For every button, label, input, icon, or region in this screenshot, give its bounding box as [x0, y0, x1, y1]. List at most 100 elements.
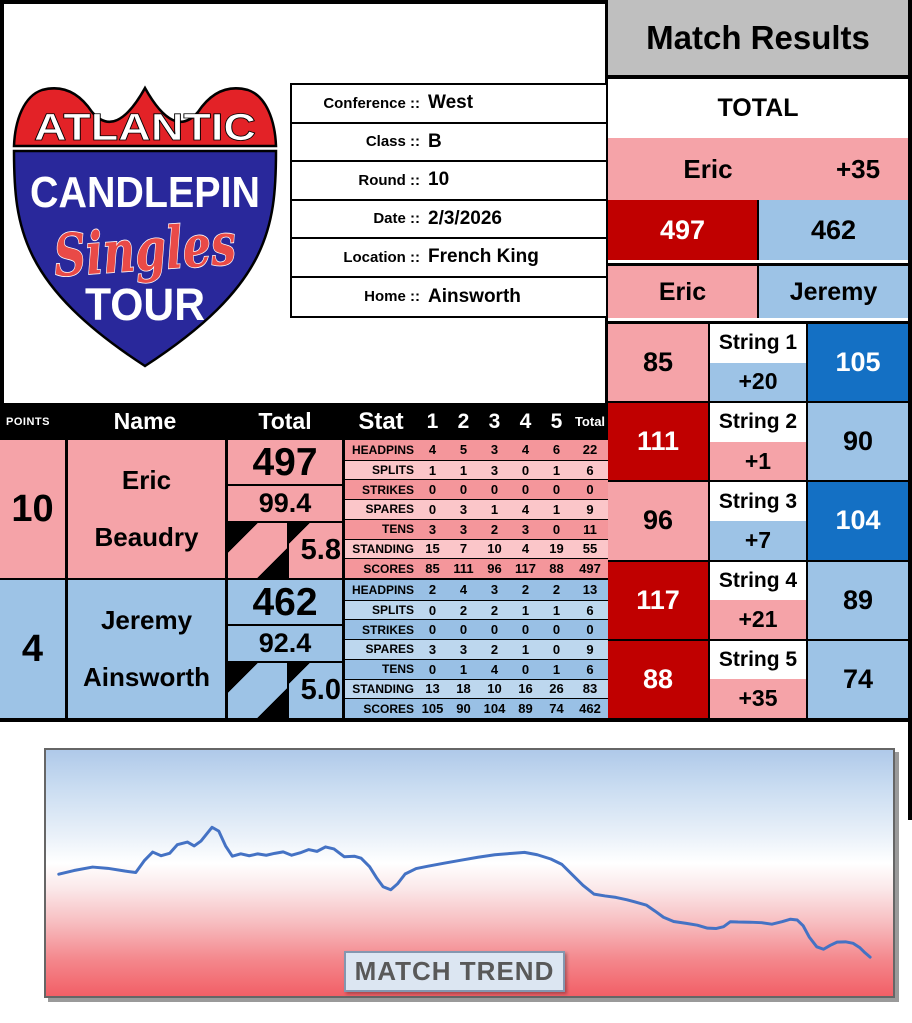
stat-value-g1: 4 — [428, 442, 437, 458]
stat-value-g3: 2 — [490, 641, 499, 657]
player2-block: 4 Jeremy Ainsworth 462 92.4 5.0 HEADPINS… — [0, 580, 608, 718]
stat-value-total: 0 — [586, 482, 594, 498]
stat-value-g5: 2 — [552, 582, 561, 598]
player2-average: 92.4 — [228, 626, 342, 663]
stat-value-g4: 0 — [521, 661, 530, 677]
string2-p2-score: 90 — [808, 403, 908, 481]
logo-atlantic-text: ATLANTIC — [34, 107, 256, 149]
stat-value-g3: 2 — [490, 602, 499, 618]
stat-label: TENS — [381, 522, 414, 537]
string4-p2-score: 89 — [808, 561, 908, 639]
player2-points: 4 — [21, 627, 44, 670]
trend-line-plot — [57, 825, 872, 959]
stat-value-total: 9 — [586, 641, 594, 657]
player1-series-total: 497 — [228, 440, 342, 486]
name-header: Name — [113, 408, 177, 434]
string3-p1-score: 96 — [608, 482, 708, 560]
stat-value-g5: 1 — [552, 661, 561, 677]
game2-header: 2 — [457, 409, 470, 433]
match-info-table: Conference :: West Class :: B Round :: 1… — [290, 83, 608, 318]
border-left — [0, 0, 4, 722]
stat-value-g1: 85 — [425, 561, 440, 577]
string2-label-cell: String 2 +1 — [710, 403, 806, 481]
string4-diff: +21 — [710, 600, 806, 639]
player-block-divider — [0, 578, 608, 580]
stat-row: HEADPINS 4 5 3 4 6 22 — [345, 440, 608, 460]
string3-diff: +7 — [710, 521, 806, 560]
string4-p1-score: 117 — [608, 561, 708, 639]
stat-label: HEADPINS — [351, 582, 414, 597]
stat-value-g2: 3 — [459, 501, 468, 517]
stat-value-g3: 4 — [490, 661, 499, 677]
stat-label: STRIKES — [361, 482, 414, 497]
stat-value-g3: 0 — [490, 622, 499, 638]
string2-label: String 2 — [710, 403, 806, 442]
stat-value-g3: 10 — [487, 681, 502, 697]
leader-name: Eric — [683, 153, 733, 184]
match-info-value: West — [428, 92, 474, 114]
player1-name-cell: Eric Beaudry — [68, 440, 225, 578]
string5-p2-score: 74 — [808, 640, 908, 718]
stat-value-g4: 4 — [521, 541, 530, 557]
match-info-value: 10 — [428, 169, 450, 191]
stat-row: SPLITS 1 1 3 0 1 6 — [345, 459, 608, 480]
stat-value-g4: 16 — [518, 681, 533, 697]
stat-value-total: 497 — [579, 561, 601, 577]
game3-header: 3 — [488, 409, 501, 433]
stat-header-grid: Stat 1 2 3 4 5 Total — [345, 403, 608, 440]
stat-value-g2: 90 — [456, 701, 471, 717]
stat-label: SPLITS — [371, 603, 414, 618]
players-table-header: POINTS Name Total Stat 1 2 3 4 5 Total — [0, 403, 608, 440]
player1-last-name: Beaudry — [94, 522, 199, 552]
string-row-5: 88 String 5 +35 74 — [608, 640, 908, 718]
final-totals-row: 497 462 — [608, 200, 908, 260]
player2-stats-grid: HEADPINS 2 4 3 2 2 13 SPLITS 0 2 2 1 1 6… — [345, 580, 608, 718]
string1-p2-score: 105 — [808, 324, 908, 402]
stat-value-g3: 3 — [490, 462, 499, 478]
stat-value-g5: 19 — [549, 541, 564, 557]
player2-fill-cell: 5.0 — [228, 663, 342, 718]
stat-value-g2: 111 — [453, 561, 474, 577]
stat-value-g4: 4 — [521, 501, 530, 517]
match-info-row: Class :: B — [292, 124, 606, 162]
stat-value-g1: 0 — [428, 482, 437, 498]
stat-value-total: 0 — [586, 622, 594, 638]
border-right — [908, 0, 912, 820]
match-info-value: B — [428, 130, 442, 152]
stat-row: SCORES 85 111 96 117 88 497 — [345, 558, 608, 578]
string-row-3: 96 String 3 +7 104 — [608, 482, 908, 560]
points-header: POINTS — [6, 415, 50, 428]
match-info-value: Ainsworth — [428, 285, 521, 307]
player1-total-cell: 497 99.4 5.8 — [228, 440, 342, 578]
player1-first-name: Eric — [121, 465, 172, 495]
match-info-row: Round :: 10 — [292, 162, 606, 201]
stat-value-g2: 3 — [459, 641, 468, 657]
match-info-value: 2/3/2026 — [428, 207, 502, 229]
stat-value-total: 6 — [586, 661, 594, 677]
player2-total-cell: 462 92.4 5.0 — [228, 580, 342, 718]
stat-value-g2: 1 — [459, 462, 468, 478]
stat-value-g4: 117 — [515, 561, 536, 577]
logo-crown-shape — [12, 85, 278, 148]
stat-label: HEADPINS — [351, 442, 414, 457]
stat-value-g3: 1 — [490, 501, 499, 517]
string5-label-cell: String 5 +35 — [710, 640, 806, 718]
stat-value-g1: 0 — [428, 501, 437, 517]
stat-value-g5: 88 — [549, 561, 564, 577]
stat-value-g1: 3 — [428, 641, 437, 657]
stat-value-g4: 0 — [521, 482, 530, 498]
border-bottom — [0, 718, 912, 722]
stat-value-g3: 3 — [490, 582, 499, 598]
trend-line — [57, 825, 872, 959]
string1-diff: +20 — [710, 362, 806, 402]
stat-value-g4: 1 — [521, 602, 530, 618]
stat-header: Stat — [358, 407, 404, 435]
match-info-row: Location :: French King — [292, 239, 606, 278]
stat-value-g5: 26 — [549, 681, 564, 697]
stat-value-g2: 0 — [459, 482, 468, 498]
game4-header: 4 — [519, 409, 532, 433]
player2-series-total: 462 — [228, 580, 342, 626]
player1-average: 99.4 — [228, 486, 342, 523]
string4-label-cell: String 4 +21 — [710, 561, 806, 639]
